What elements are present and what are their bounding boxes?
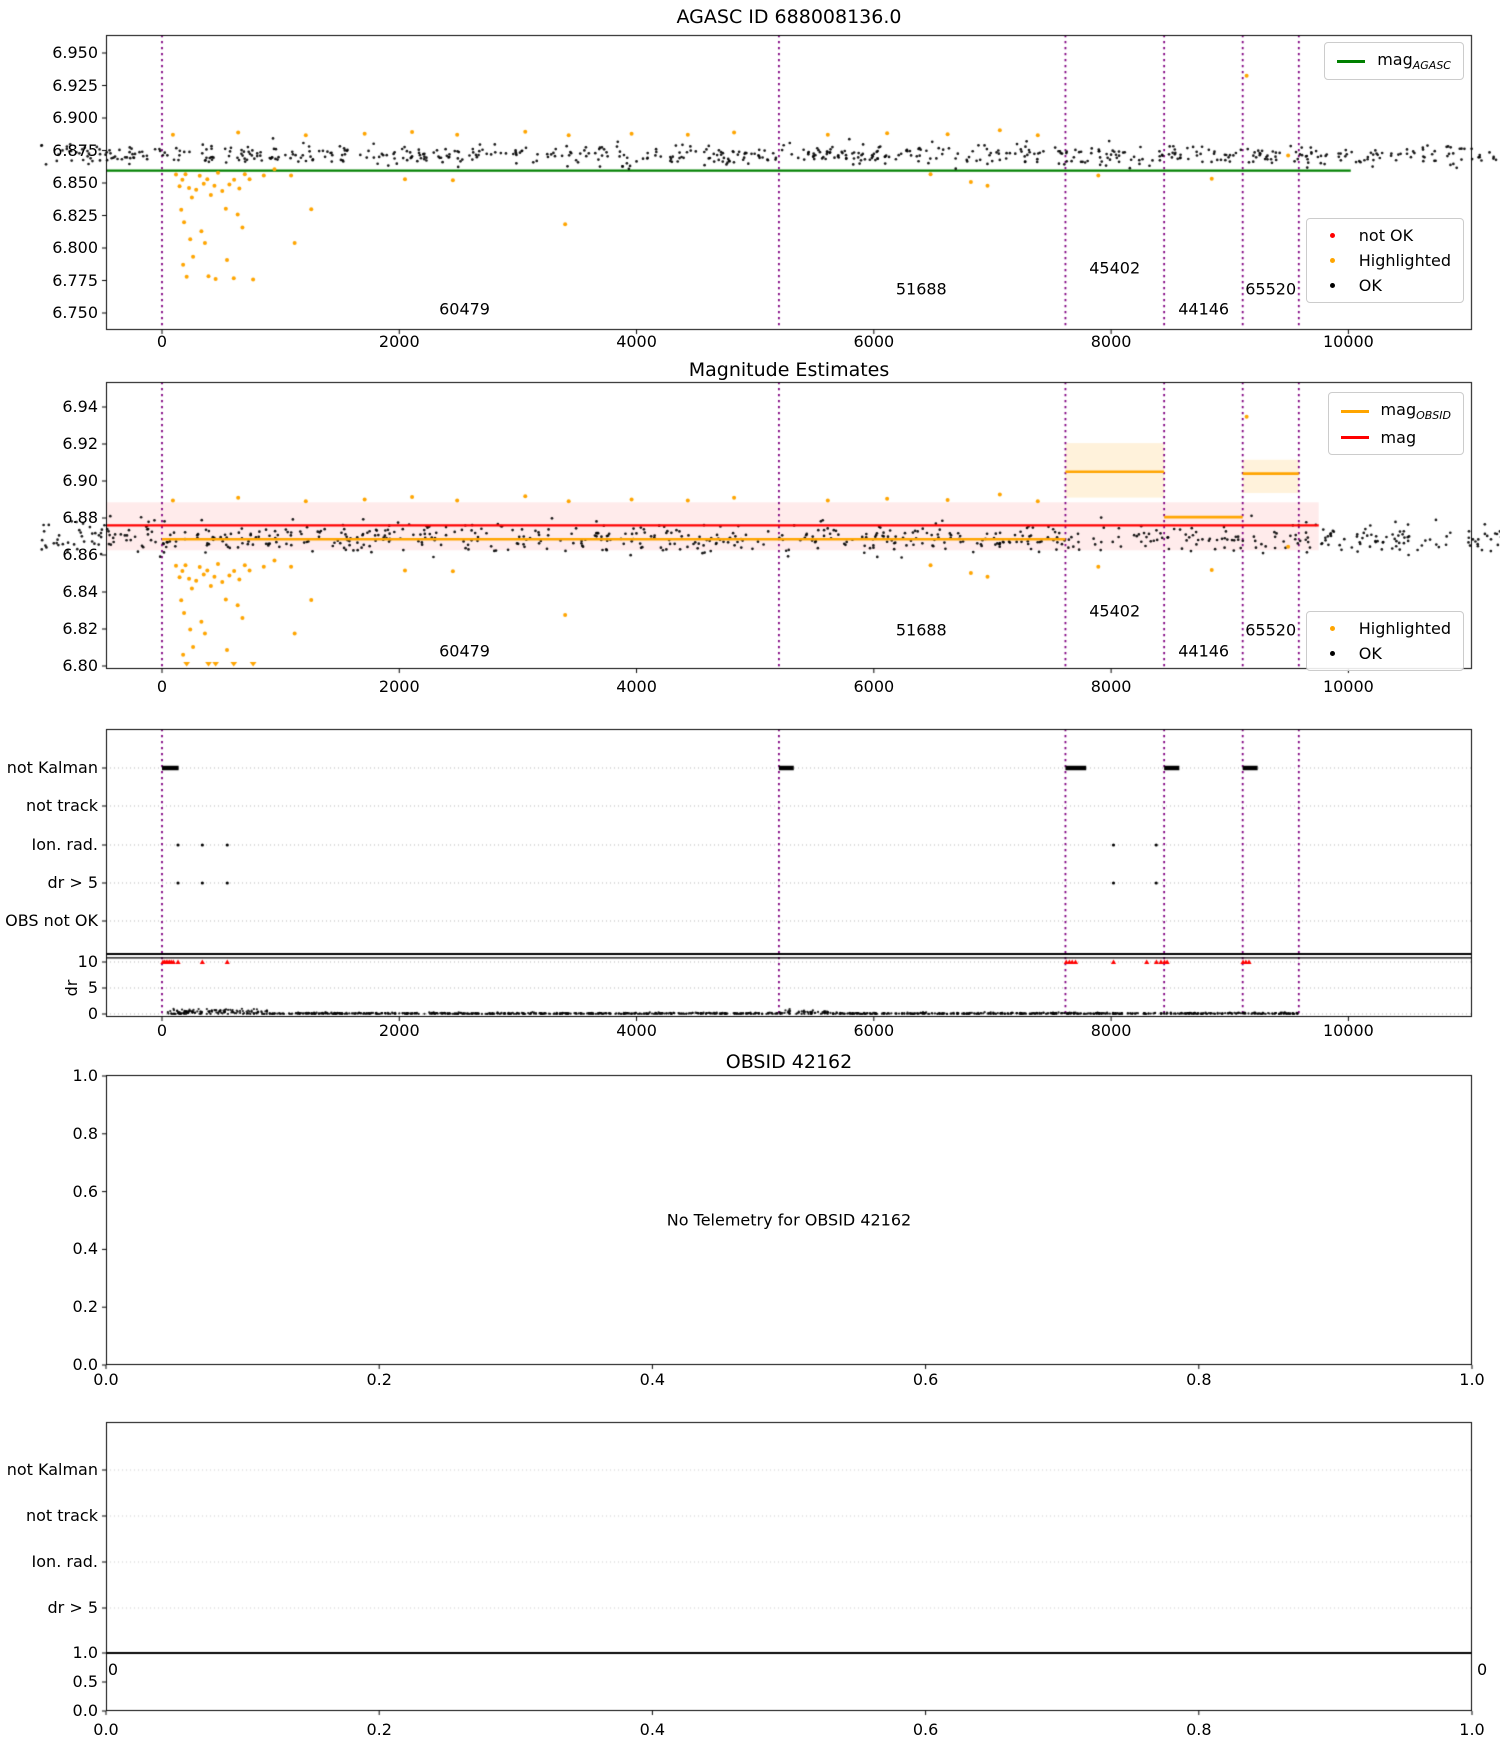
mag-estimates-figure: AGASC ID 688008136.0 Magnitude Estimates…	[0, 0, 1500, 1750]
plots-canvas	[0, 0, 1500, 1750]
